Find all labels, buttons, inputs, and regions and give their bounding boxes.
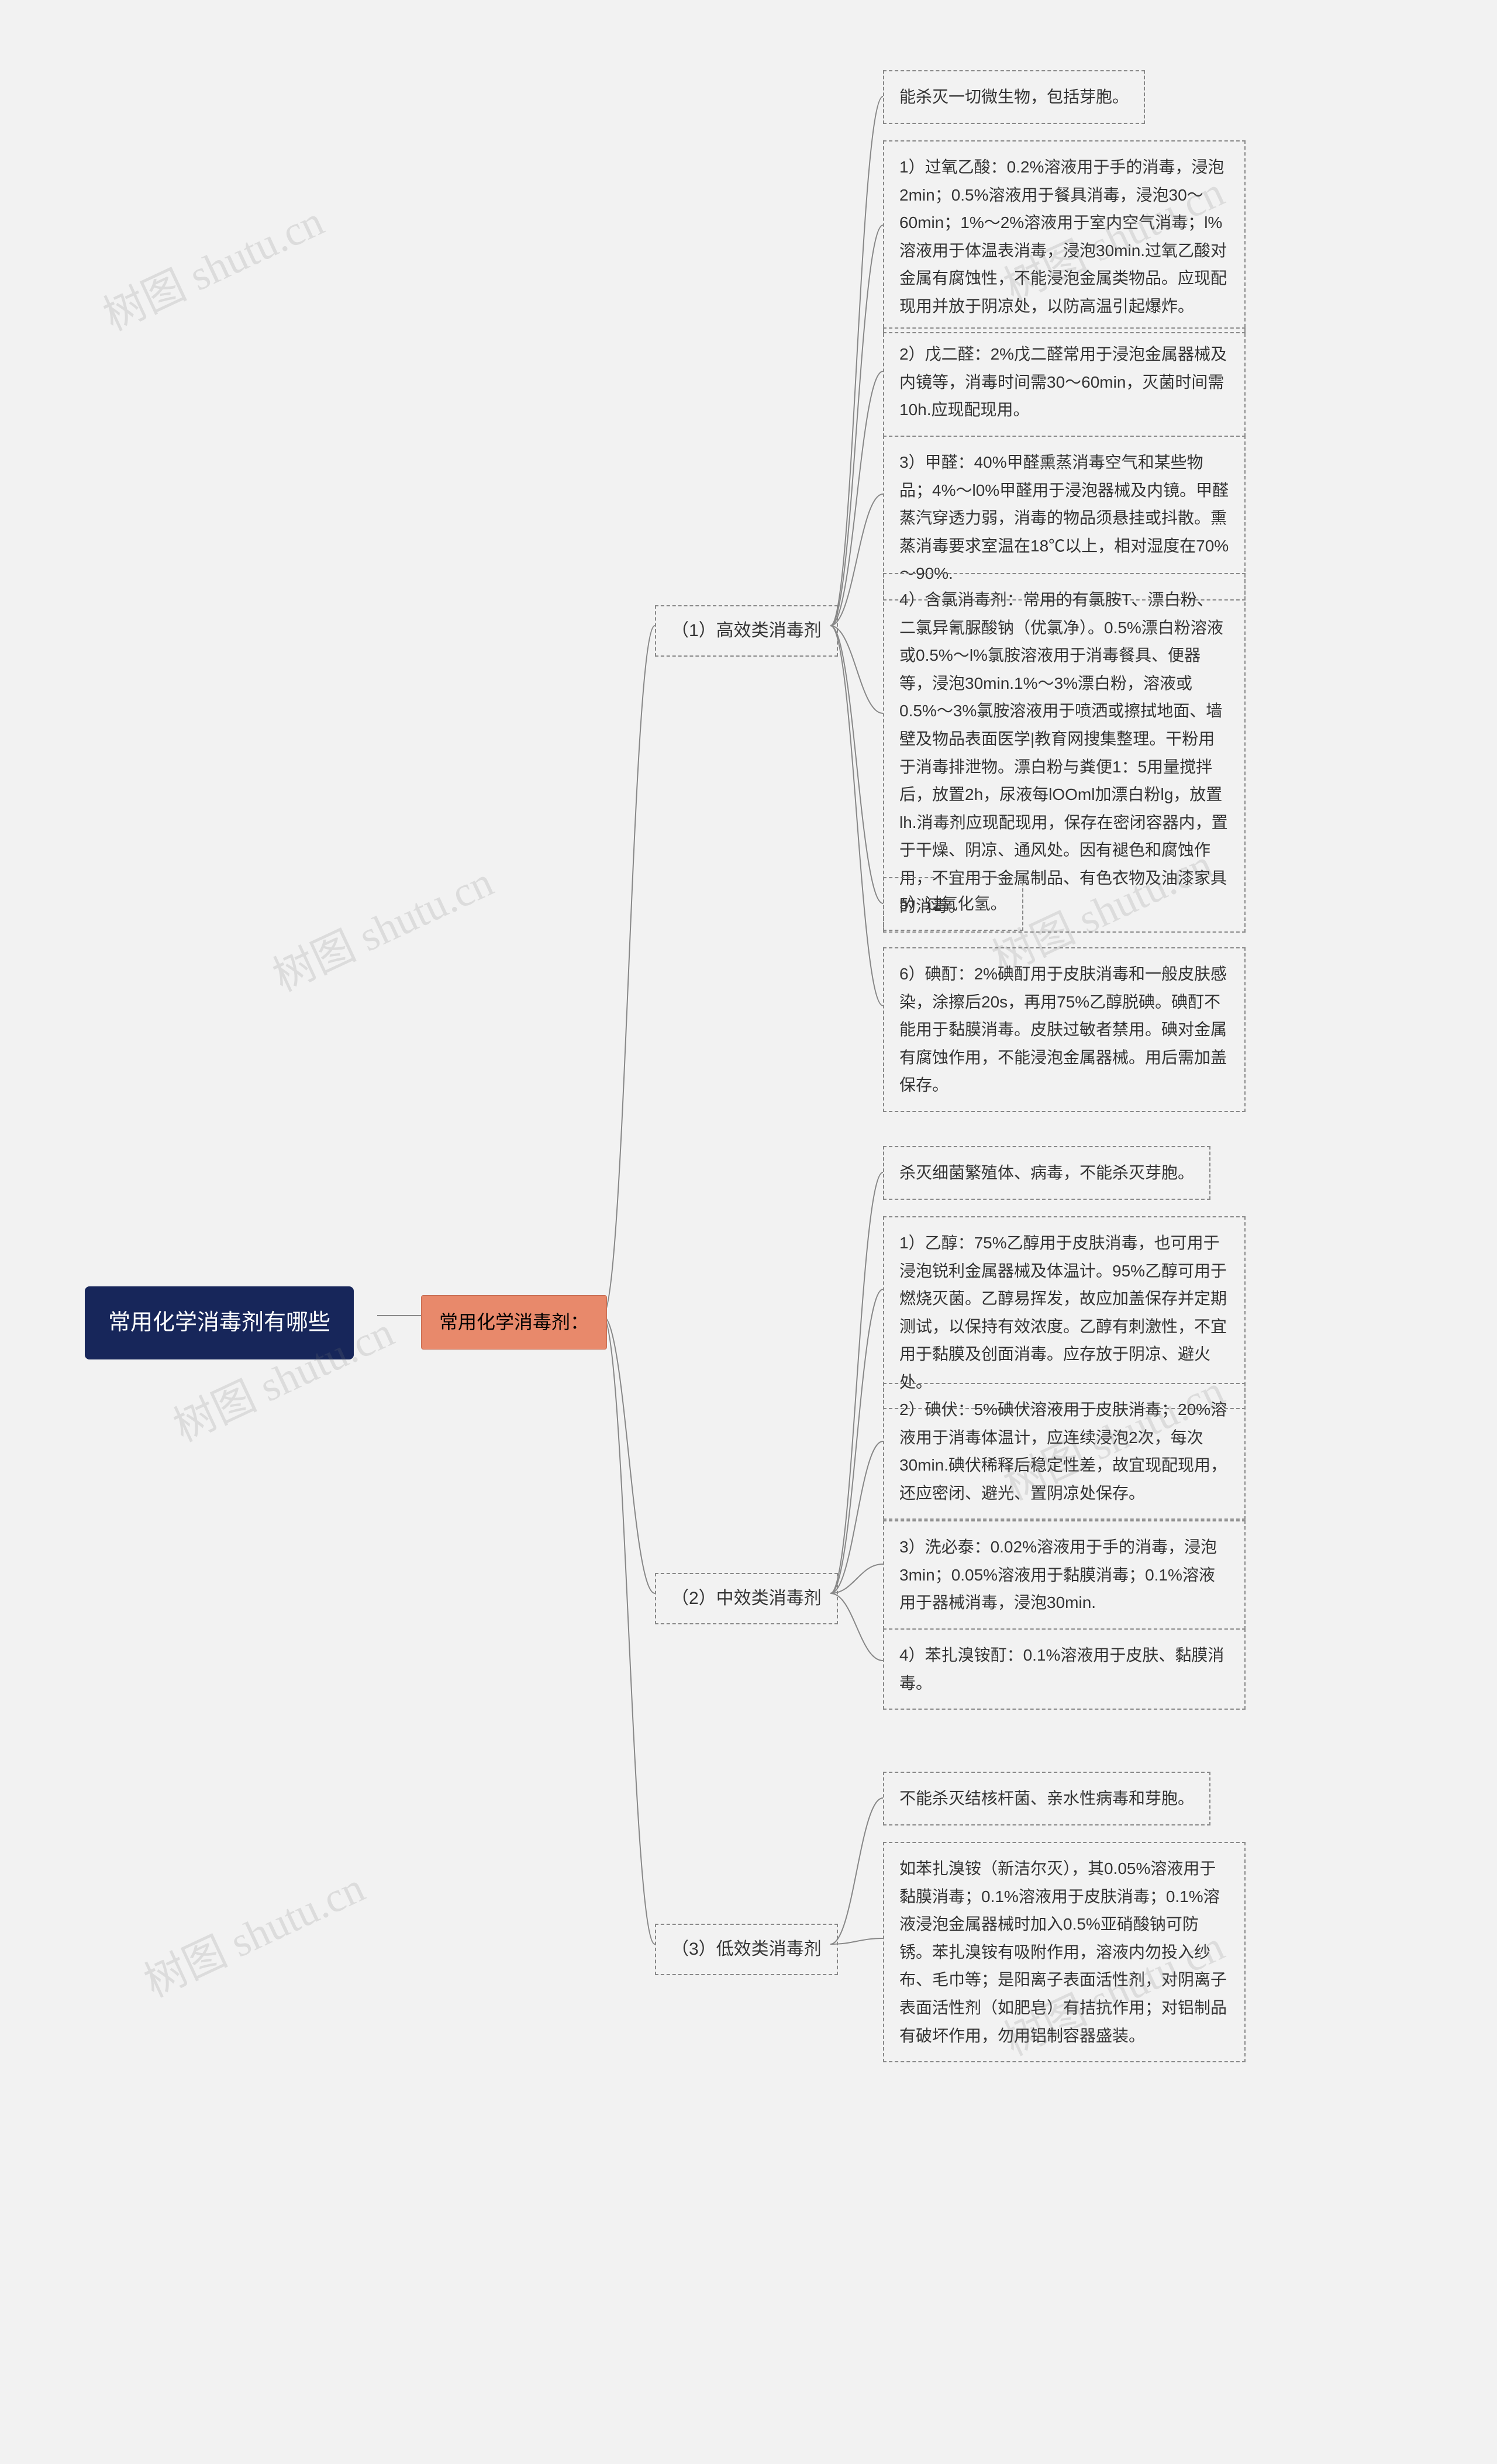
category-node-3[interactable]: （3）低效类消毒剂 xyxy=(655,1924,838,1975)
leaf-text: 4）苯扎溴铵酊：0.1%溶液用于皮肤、黏膜消毒。 xyxy=(899,1646,1224,1692)
leaf-text: 如苯扎溴铵（新洁尔灭），其0.05%溶液用于黏膜消毒；0.1%溶液用于皮肤消毒；… xyxy=(899,1859,1227,2045)
mindmap-container: 常用化学消毒剂有哪些 常用化学消毒剂： （1）高效类消毒剂 能杀灭一切微生物，包… xyxy=(0,0,1497,2464)
category-label: （3）低效类消毒剂 xyxy=(671,1940,822,1959)
root-text: 常用化学消毒剂有哪些 xyxy=(108,1310,330,1335)
branch-node[interactable]: 常用化学消毒剂： xyxy=(421,1295,607,1350)
leaf-node[interactable]: 6）碘酊：2%碘酊用于皮肤消毒和一般皮肤感染，涂擦后20s，再用75%乙醇脱碘。… xyxy=(883,947,1246,1112)
category-node-2[interactable]: （2）中效类消毒剂 xyxy=(655,1573,838,1624)
leaf-text: 1）乙醇：75%乙醇用于皮肤消毒，也可用于浸泡锐利金属器械及体温计。95%乙醇可… xyxy=(899,1234,1227,1391)
leaf-text: 1）过氧乙酸：0.2%溶液用于手的消毒，浸泡2min；0.5%溶液用于餐具消毒，… xyxy=(899,158,1227,315)
category-label: （1）高效类消毒剂 xyxy=(671,621,822,640)
leaf-node[interactable]: 4）苯扎溴铵酊：0.1%溶液用于皮肤、黏膜消毒。 xyxy=(883,1628,1246,1710)
category-node-1[interactable]: （1）高效类消毒剂 xyxy=(655,605,838,657)
connector-lines xyxy=(0,0,1497,2464)
leaf-text: 3）甲醛：40%甲醛熏蒸消毒空气和某些物品；4%～l0%甲醛用于浸泡器械及内镜。… xyxy=(899,453,1229,582)
leaf-node[interactable]: 如苯扎溴铵（新洁尔灭），其0.05%溶液用于黏膜消毒；0.1%溶液用于皮肤消毒；… xyxy=(883,1842,1246,2062)
leaf-node[interactable]: 2）碘伏：5%碘伏溶液用于皮肤消毒；20%溶液用于消毒体温计，应连续浸泡2次，每… xyxy=(883,1383,1246,1520)
leaf-node[interactable]: 杀灭细菌繁殖体、病毒，不能杀灭芽胞。 xyxy=(883,1146,1210,1200)
leaf-node[interactable]: 2）戊二醛：2%戊二醛常用于浸泡金属器械及内镜等，消毒时间需30～60min，灭… xyxy=(883,327,1246,437)
leaf-text: 2）戊二醛：2%戊二醛常用于浸泡金属器械及内镜等，消毒时间需30～60min，灭… xyxy=(899,345,1227,419)
leaf-node[interactable]: 能杀灭一切微生物，包括芽胞。 xyxy=(883,70,1145,124)
leaf-text: 4）含氯消毒剂：常用的有氯胺T、漂白粉、二氯异氰脲酸钠（优氯净）。0.5%漂白粉… xyxy=(899,591,1228,915)
root-node[interactable]: 常用化学消毒剂有哪些 xyxy=(85,1286,354,1359)
leaf-text: 3）洗必泰：0.02%溶液用于手的消毒，浸泡3min；0.05%溶液用于黏膜消毒… xyxy=(899,1538,1217,1611)
leaf-text: 能杀灭一切微生物，包括芽胞。 xyxy=(899,88,1129,106)
leaf-node[interactable]: 1）过氧乙酸：0.2%溶液用于手的消毒，浸泡2min；0.5%溶液用于餐具消毒，… xyxy=(883,140,1246,333)
leaf-text: 5）过氧化氢。 xyxy=(899,895,1007,913)
leaf-text: 不能杀灭结核杆菌、亲水性病毒和芽胞。 xyxy=(899,1789,1194,1807)
leaf-node[interactable]: 不能杀灭结核杆菌、亲水性病毒和芽胞。 xyxy=(883,1772,1210,1825)
leaf-text: 杀灭细菌繁殖体、病毒，不能杀灭芽胞。 xyxy=(899,1164,1194,1182)
leaf-text: 6）碘酊：2%碘酊用于皮肤消毒和一般皮肤感染，涂擦后20s，再用75%乙醇脱碘。… xyxy=(899,965,1227,1094)
leaf-node[interactable]: 1）乙醇：75%乙醇用于皮肤消毒，也可用于浸泡锐利金属器械及体温计。95%乙醇可… xyxy=(883,1216,1246,1409)
branch-text: 常用化学消毒剂： xyxy=(439,1312,589,1333)
category-label: （2）中效类消毒剂 xyxy=(671,1589,822,1608)
leaf-node[interactable]: 3）洗必泰：0.02%溶液用于手的消毒，浸泡3min；0.05%溶液用于黏膜消毒… xyxy=(883,1520,1246,1630)
leaf-node[interactable]: 5）过氧化氢。 xyxy=(883,877,1023,931)
leaf-text: 2）碘伏：5%碘伏溶液用于皮肤消毒；20%溶液用于消毒体温计，应连续浸泡2次，每… xyxy=(899,1400,1227,1502)
